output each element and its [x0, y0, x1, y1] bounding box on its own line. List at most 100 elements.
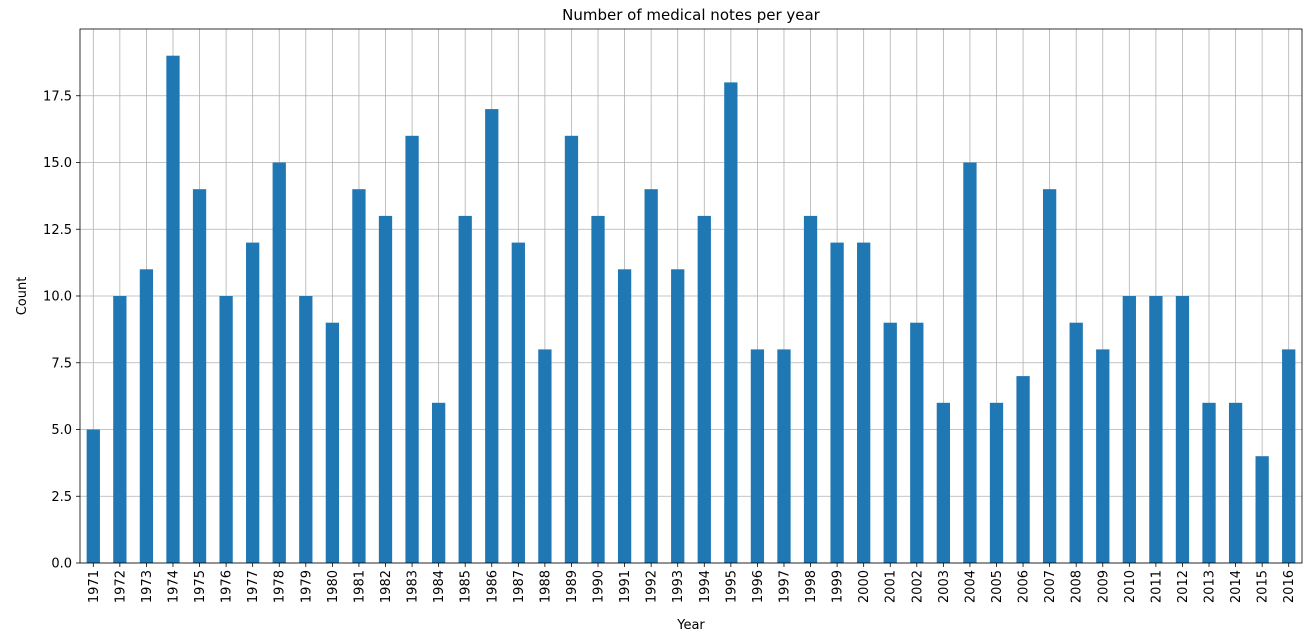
- bar-1985: [458, 215, 472, 563]
- bar-1986: [485, 109, 499, 563]
- bar-2006: [1016, 376, 1030, 563]
- x-tick-label: 1977: [246, 570, 261, 603]
- x-tick-label: 2002: [910, 570, 925, 603]
- x-axis: 1971 1972 1973 1974 1975 1976 1977 1978 1979 1980…: [87, 563, 1297, 603]
- y-tick-label: 12.5: [43, 223, 72, 238]
- x-tick-label: 2009: [1096, 570, 1111, 603]
- bar-2011: [1149, 296, 1163, 563]
- bar-1990: [591, 215, 605, 563]
- x-tick-label: 2001: [884, 570, 899, 603]
- x-tick-label: 2006: [1017, 570, 1032, 603]
- bar-2000: [857, 242, 871, 563]
- x-tick-label: 1973: [140, 570, 155, 603]
- x-tick-label: 1995: [724, 570, 739, 603]
- bar-2004: [963, 162, 977, 563]
- bar-2015: [1255, 456, 1269, 563]
- x-tick-label: 2012: [1176, 570, 1191, 603]
- x-tick-label: 1975: [193, 570, 208, 603]
- x-tick-label: 1993: [671, 570, 686, 603]
- bar-2002: [910, 322, 924, 563]
- y-tick-label: 2.5: [51, 490, 72, 505]
- x-tick-label: 2007: [1043, 570, 1058, 603]
- y-tick-label: 7.5: [51, 356, 72, 371]
- x-tick-label: 1988: [538, 570, 553, 603]
- bar-1999: [830, 242, 844, 563]
- x-tick-label: 2013: [1203, 570, 1218, 603]
- x-tick-label: 1985: [459, 570, 474, 603]
- bar-1994: [697, 215, 711, 563]
- x-tick-label: 2004: [963, 570, 978, 603]
- y-axis: 0.0 2.5 5.0 7.5 10.0 12.5 15.0 17.5: [43, 89, 80, 572]
- bar-1974: [166, 55, 180, 563]
- x-tick-label: 1987: [512, 570, 527, 603]
- bar-1982: [378, 215, 393, 563]
- bar-2013: [1202, 402, 1216, 563]
- bar-1979: [299, 296, 313, 563]
- bar-1998: [803, 215, 818, 563]
- bar-1991: [617, 269, 632, 563]
- bar-1995: [724, 82, 738, 564]
- x-tick-label: 1976: [220, 570, 235, 603]
- bar-1971: [86, 429, 100, 563]
- x-tick-label: 2015: [1256, 570, 1271, 603]
- bar-1988: [538, 349, 552, 563]
- bar-1997: [777, 349, 791, 563]
- x-tick-label: 1983: [406, 570, 421, 603]
- x-tick-label: 1999: [831, 570, 846, 603]
- x-tick-label: 1989: [565, 570, 580, 603]
- bar-2007: [1042, 189, 1057, 563]
- bar-2009: [1096, 349, 1110, 563]
- x-tick-label: 1992: [645, 570, 660, 603]
- x-tick-label: 1991: [618, 570, 633, 603]
- bar-2005: [989, 402, 1004, 563]
- x-tick-label: 1971: [87, 570, 102, 603]
- x-tick-label: 2005: [990, 570, 1005, 603]
- x-tick-label: 1997: [777, 570, 792, 603]
- bar-2016: [1282, 349, 1296, 563]
- x-tick-label: 1984: [432, 570, 447, 603]
- x-tick-label: 1982: [379, 570, 394, 603]
- bar-2010: [1122, 296, 1136, 563]
- bar-2001: [883, 322, 897, 563]
- bar-1976: [219, 296, 233, 563]
- x-tick-label: 2011: [1149, 570, 1164, 603]
- x-tick-label: 1979: [299, 570, 314, 603]
- x-tick-label: 1974: [166, 570, 181, 603]
- x-tick-label: 2014: [1229, 570, 1244, 603]
- bar-1981: [352, 189, 366, 563]
- x-tick-label: 2010: [1123, 570, 1138, 603]
- bar-1984: [431, 402, 446, 563]
- x-tick-label: 1998: [804, 570, 819, 603]
- y-tick-label: 15.0: [43, 156, 72, 171]
- bar-1996: [750, 349, 765, 563]
- y-tick-label: 5.0: [51, 423, 72, 438]
- bar-1983: [405, 135, 419, 564]
- x-tick-label: 1996: [751, 570, 766, 603]
- x-tick-label: 2003: [937, 570, 952, 603]
- y-tick-label: 17.5: [43, 89, 72, 104]
- bar-1973: [139, 269, 154, 563]
- y-axis-label: Count: [15, 277, 30, 316]
- x-tick-label: 1972: [113, 570, 128, 603]
- y-tick-label: 0.0: [51, 557, 72, 572]
- bar-2003: [936, 402, 951, 563]
- x-tick-label: 1986: [485, 570, 500, 603]
- x-tick-label: 1994: [698, 570, 713, 603]
- bar-1977: [246, 242, 260, 563]
- x-tick-label: 1978: [273, 570, 288, 603]
- chart-title: Number of medical notes per year: [562, 6, 821, 24]
- x-tick-label: 2008: [1070, 570, 1085, 603]
- bar-2014: [1228, 402, 1243, 563]
- x-tick-label: 2016: [1282, 570, 1297, 603]
- bar-1975: [192, 189, 207, 563]
- bar-1972: [113, 296, 127, 563]
- grid: [80, 29, 1302, 564]
- bar-2012: [1175, 296, 1190, 563]
- bar-1980: [325, 322, 340, 563]
- x-axis-label: Year: [676, 618, 705, 633]
- bar-1992: [644, 189, 658, 563]
- bars: [86, 55, 1296, 564]
- x-tick-label: 1981: [352, 570, 367, 603]
- bar-1989: [564, 135, 579, 564]
